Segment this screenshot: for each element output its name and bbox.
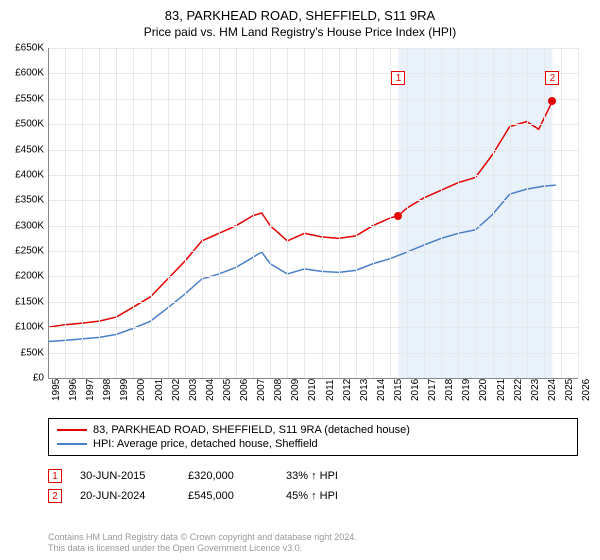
event-row: 1 30-JUN-2015 £320,000 33% ↑ HPI [48,466,578,486]
chart-title: 83, PARKHEAD ROAD, SHEFFIELD, S11 9RA [0,0,600,23]
x-axis-label: 2013 [359,379,370,401]
event-row: 2 20-JUN-2024 £545,000 45% ↑ HPI [48,486,578,506]
x-axis-label: 2006 [239,379,250,401]
y-axis-label: £550K [4,93,44,104]
event-price: £320,000 [188,470,268,482]
x-axis-label: 2007 [256,379,267,401]
event-badge: 2 [48,489,62,503]
x-axis-label: 2001 [154,379,165,401]
x-axis-label: 2002 [171,379,182,401]
footer: Contains HM Land Registry data © Crown c… [48,532,578,555]
x-axis-label: 1995 [51,379,62,401]
y-axis-label: £500K [4,119,44,130]
legend-label: HPI: Average price, detached house, Shef… [93,438,318,450]
x-axis-label: 2014 [376,379,387,401]
x-axis-label: 2005 [222,379,233,401]
chart-container: 83, PARKHEAD ROAD, SHEFFIELD, S11 9RA Pr… [0,0,600,560]
y-axis-label: £50K [4,347,44,358]
x-axis-label: 2018 [444,379,455,401]
x-axis-label: 2021 [496,379,507,401]
x-axis-label: 2022 [513,379,524,401]
x-axis-label: 2026 [581,379,592,401]
x-axis-label: 2015 [393,379,404,401]
y-axis-label: £600K [4,68,44,79]
marker-dot-2 [548,97,556,105]
event-date: 20-JUN-2024 [80,490,170,502]
x-axis-label: 2008 [273,379,284,401]
legend-label: 83, PARKHEAD ROAD, SHEFFIELD, S11 9RA (d… [93,424,410,436]
x-axis-label: 1998 [102,379,113,401]
event-price: £545,000 [188,490,268,502]
legend: 83, PARKHEAD ROAD, SHEFFIELD, S11 9RA (d… [48,418,578,456]
x-axis-label: 2003 [188,379,199,401]
chart-plot-area: £0£50K£100K£150K£200K£250K£300K£350K£400… [48,48,579,378]
x-axis-label: 2010 [307,379,318,401]
y-axis-label: £250K [4,246,44,257]
event-date: 30-JUN-2015 [80,470,170,482]
y-axis-label: £100K [4,322,44,333]
chart-svg [48,48,578,378]
y-axis-label: £350K [4,195,44,206]
legend-row: 83, PARKHEAD ROAD, SHEFFIELD, S11 9RA (d… [57,423,569,437]
footer-line2: This data is licensed under the Open Gov… [48,543,578,554]
y-axis-label: £200K [4,271,44,282]
y-axis-label: £0 [4,373,44,384]
event-badge: 1 [48,469,62,483]
x-axis-label: 2016 [410,379,421,401]
x-axis-label: 2009 [290,379,301,401]
event-pct: 33% ↑ HPI [286,470,376,482]
x-axis-label: 2020 [478,379,489,401]
x-axis-label: 2025 [564,379,575,401]
marker-dot-1 [394,212,402,220]
x-axis-label: 2000 [136,379,147,401]
x-axis-label: 2017 [427,379,438,401]
y-axis-label: £150K [4,296,44,307]
marker-box-1: 1 [391,71,405,85]
event-pct: 45% ↑ HPI [286,490,376,502]
x-axis-label: 1996 [68,379,79,401]
legend-swatch [57,429,87,431]
x-axis-label: 2011 [325,379,336,401]
x-axis-label: 2019 [461,379,472,401]
y-axis-label: £650K [4,43,44,54]
x-axis-label: 1999 [119,379,130,401]
y-axis-label: £400K [4,169,44,180]
y-axis-label: £450K [4,144,44,155]
footer-line1: Contains HM Land Registry data © Crown c… [48,532,578,543]
y-axis-label: £300K [4,220,44,231]
x-axis-label: 2023 [530,379,541,401]
chart-subtitle: Price paid vs. HM Land Registry's House … [0,23,600,39]
x-axis-label: 2012 [342,379,353,401]
event-list: 1 30-JUN-2015 £320,000 33% ↑ HPI 2 20-JUN-202… [48,466,578,506]
x-axis-label: 1997 [85,379,96,401]
legend-row: HPI: Average price, detached house, Shef… [57,437,569,451]
x-axis-label: 2004 [205,379,216,401]
legend-swatch [57,443,87,445]
x-axis-label: 2024 [547,379,558,401]
marker-box-2: 2 [545,71,559,85]
